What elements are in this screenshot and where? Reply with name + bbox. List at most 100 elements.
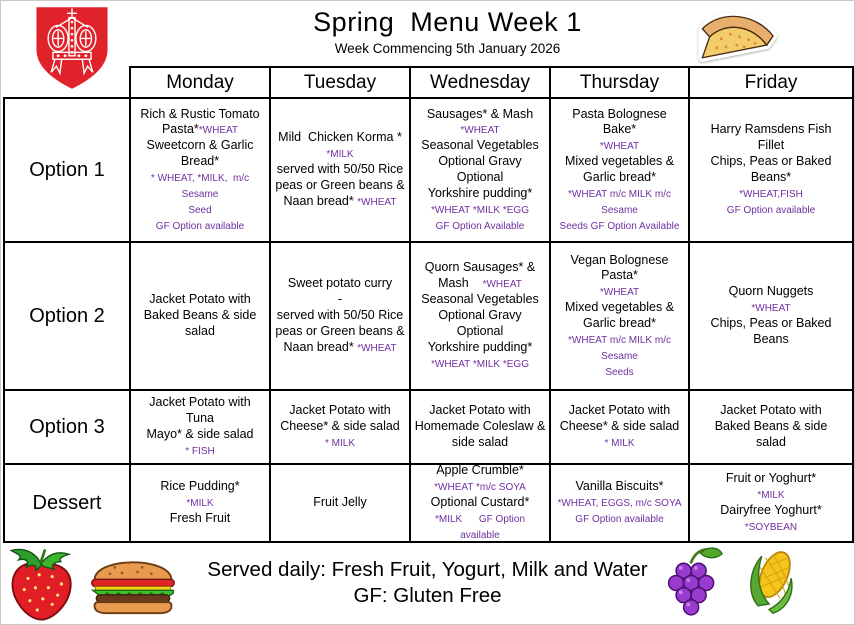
menu-line: *WHEAT m/c MILK m/c Sesame: [554, 332, 685, 364]
menu-text-run: *WHEAT: [599, 141, 640, 153]
menu-line: Seeds GF Option Available: [560, 218, 680, 234]
day-header-tuesday: Tuesday: [269, 66, 409, 97]
menu-line: Fruit Jelly: [313, 495, 366, 511]
menu-text-run: Seed: [188, 204, 212, 216]
menu-text-run: *WHEAT m/c MILK m/c Sesame: [568, 334, 674, 362]
menu-line: *WHEAT *MILK *EGG: [431, 356, 529, 372]
menu-line: Pasta**WHEAT: [162, 122, 238, 138]
gf-legend-text: GF: Gluten Free: [353, 584, 502, 607]
menu-text-run: Fruit or Yoghurt*: [725, 471, 817, 486]
menu-line: Seasonal Vegetables: [421, 292, 538, 308]
menu-line: Yorkshire pudding*: [428, 186, 532, 202]
menu-line: *WHEAT: [600, 138, 639, 154]
menu-line: Mash *WHEAT: [438, 276, 522, 292]
menu-line: Jacket Potato with: [429, 403, 530, 419]
cell-option-2-tuesday: Sweet potato curry - served with 50/50 Ric…: [269, 241, 409, 389]
row-label-option-2: Option 2: [3, 241, 129, 389]
menu-line: Garlic bread*: [583, 316, 656, 332]
menu-text-run: Baked Beans & side: [714, 419, 828, 434]
menu-text-run: Harry Ramsdens Fish: [710, 122, 832, 137]
menu-text-run: Naan bread*: [283, 339, 358, 354]
menu-text-run: Sausages* & Mash: [426, 106, 534, 121]
menu-line: Fruit or Yoghurt*: [726, 471, 816, 487]
menu-line: side salad: [452, 435, 508, 451]
menu-line: *WHEAT *MILK *EGG: [431, 202, 529, 218]
menu-line: GF Option available: [156, 218, 244, 234]
burger-icon: [90, 561, 175, 615]
menu-text-run: Beans*: [750, 170, 792, 184]
menu-line: *WHEAT: [460, 122, 499, 138]
cell-option-2-friday: Quorn Nuggets *WHEAT Chips, Peas or Baked B…: [688, 241, 854, 389]
grapes-icon: [667, 547, 723, 616]
cell-option-2-thursday: Vegan Bolognese Pasta* *WHEAT Mixed vegetab…: [549, 241, 688, 389]
menu-text-run: -: [337, 292, 343, 307]
menu-text-run: *MILK: [186, 498, 214, 510]
menu-text-run: Yorkshire pudding*: [427, 339, 533, 354]
menu-text-run: Mayo* & side salad: [146, 427, 254, 441]
menu-line: Mild Chicken Korma *: [278, 130, 402, 146]
cell-dessert-thursday: Vanilla Biscuits* *WHEAT, EGGS, m/c SOYA G…: [549, 463, 688, 543]
cell-option-3-monday: Jacket Potato with Tuna Mayo* & side sala…: [129, 389, 269, 463]
menu-text-run: Mash: [438, 276, 483, 291]
menu-text-run: peas or Green beans &: [275, 177, 405, 192]
table-corner: [3, 66, 129, 97]
menu-line: Sweetcorn & Garlic: [147, 138, 254, 154]
menu-line: Optional Gravy Optional: [414, 154, 546, 186]
menu-line: Rich & Rustic Tomato: [140, 107, 259, 123]
menu-text-run: Seeds GF Option Available: [559, 220, 680, 232]
menu-text-run: *WHEAT: [482, 279, 522, 291]
menu-text-run: Vegan Bolognese: [570, 252, 669, 267]
menu-text-run: Naan bread*: [283, 193, 358, 208]
menu-text-run: *WHEAT *MILK *EGG: [431, 204, 529, 216]
menu-text-run: Optional Custard*: [430, 495, 530, 510]
menu-line: Pasta*: [601, 268, 638, 284]
menu-text-run: *WHEAT: [198, 125, 239, 137]
cell-option-2-monday: Jacket Potato with Baked Beans & side sala…: [129, 241, 269, 389]
menu-text-run: *MILK: [326, 149, 354, 161]
menu-text-run: salad: [756, 434, 786, 449]
menu-line: Mixed vegetables &: [565, 300, 674, 316]
menu-text-run: Rich & Rustic Tomato: [140, 106, 260, 121]
cell-dessert-friday: Fruit or Yoghurt* *MILK Dairyfree Yoghurt*…: [688, 463, 854, 543]
menu-line: peas or Green beans &: [275, 324, 404, 340]
row-label-dessert: Dessert: [3, 463, 129, 543]
menu-line: Vegan Bolognese: [570, 253, 668, 269]
menu-line: Jacket Potato with Tuna: [134, 395, 266, 427]
menu-line: *WHEAT, EGGS, m/c SOYA: [557, 495, 681, 511]
menu-line: *MILK: [186, 495, 213, 511]
row-label-option-1: Option 1: [3, 97, 129, 241]
menu-line: *WHEAT,FISH: [739, 186, 803, 202]
menu-line: Baked Beans & side: [144, 308, 257, 324]
strawberry-icon: [9, 548, 72, 621]
menu-line: GF Option available: [727, 202, 815, 218]
menu-line: served with 50/50 Rice: [277, 162, 403, 178]
menu-line: salad: [756, 435, 786, 451]
cell-option-3-tuesday: Jacket Potato with Cheese* & side salad * …: [269, 389, 409, 463]
menu-text-run: Cheese* & side salad: [559, 419, 680, 434]
corn-icon: [750, 551, 793, 614]
cell-dessert-wednesday: Apple Crumble* *WHEAT *m/c SOYA Optional C…: [409, 463, 549, 543]
menu-line: * WHEAT, *MILK, m/c Sesame: [134, 170, 266, 202]
menu-text-run: * MILK: [324, 437, 355, 449]
menu-text-run: Beans: [753, 331, 789, 346]
page-title: Spring Menu Week 1: [313, 7, 582, 37]
menu-text-run: Jacket Potato with: [568, 403, 671, 418]
menu-line: Optional Custard*: [431, 495, 530, 511]
menu-text-run: peas or Green beans &: [275, 323, 405, 338]
menu-text-run: * WHEAT, *MILK, m/c Sesame: [150, 173, 252, 200]
menu-text-run: Cheese* & side salad: [280, 419, 400, 434]
school-crest-icon: [36, 7, 108, 89]
menu-text-run: Fresh Fruit: [169, 510, 231, 525]
menu-text-run: Yorkshire pudding*: [427, 185, 533, 200]
cell-option-1-thursday: Pasta Bolognese Bake* *WHEAT Mixed vegetab…: [549, 97, 688, 241]
menu-text-run: Dairyfree Yoghurt*: [720, 503, 822, 517]
menu-line: Mixed vegetables &: [565, 154, 674, 170]
menu-line: Jacket Potato with: [289, 403, 390, 419]
menu-text-run: Mild Chicken Korma *: [278, 130, 402, 145]
menu-line: Jacket Potato with: [569, 403, 670, 419]
menu-line: *WHEAT: [751, 300, 790, 316]
menu-text-run: Baked Beans & side: [143, 308, 257, 323]
menu-text-run: *WHEAT: [751, 303, 791, 315]
menu-text-run: *MILK: [757, 490, 785, 502]
cell-option-1-friday: Harry Ramsdens Fish Fillet Chips, Peas or …: [688, 97, 854, 241]
